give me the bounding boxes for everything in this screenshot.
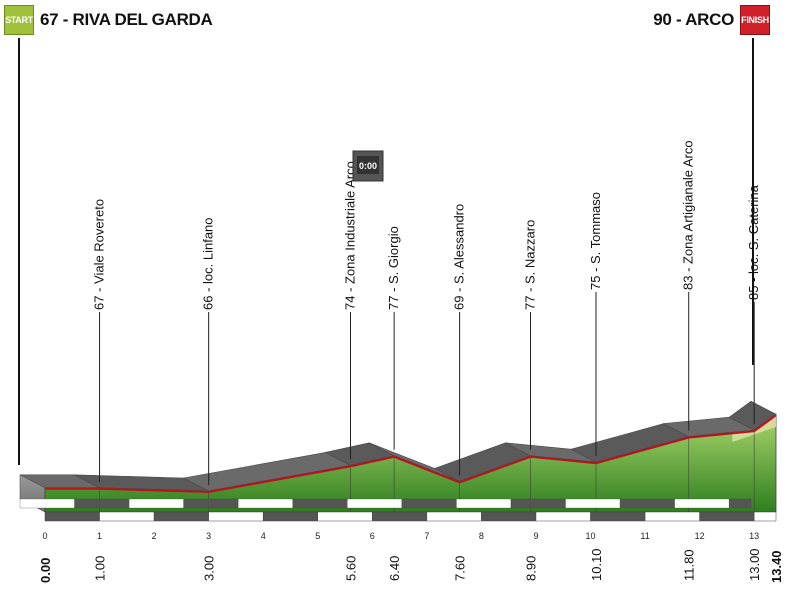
waypoint-name: 83 - Zona Artigianale Arco — [681, 140, 696, 290]
distance-scale-back-segment — [401, 498, 457, 509]
km-tick-label: 8 — [479, 531, 484, 541]
distance-scale-back-segment — [619, 498, 675, 509]
waypoint-km: 11.80 — [682, 549, 697, 581]
distance-scale-back-segment — [238, 498, 293, 509]
waypoint-km-label: 10.10 — [589, 548, 604, 581]
km-tick-label: 1 — [97, 531, 102, 541]
distance-scale-back-segment — [565, 498, 621, 509]
distance-scale-segment — [699, 511, 755, 522]
waypoint-km: 3.00 — [202, 556, 217, 581]
waypoint-label: 75 - S. Tommaso — [588, 192, 603, 290]
waypoint-km: 13.00 — [747, 548, 762, 581]
distance-scale-segment — [317, 511, 373, 522]
distance-scale-segment — [481, 511, 537, 522]
distance-scale-segment — [535, 511, 591, 522]
waypoint-km-label: 8.90 — [524, 556, 539, 581]
waypoint-km-label: 1.00 — [93, 556, 108, 581]
waypoint-km-label: 3.00 — [202, 556, 217, 581]
distance-scale-back-segment — [183, 498, 239, 509]
km-tick-label: 7 — [424, 531, 429, 541]
distance-scale-segment — [153, 511, 209, 522]
distance-scale-back-segment — [510, 498, 566, 509]
km-tick-label: 6 — [370, 531, 375, 541]
waypoint-name: 66 - loc. Linfano — [201, 217, 216, 310]
distance-scale-back-segment — [456, 498, 512, 509]
waypoint-label: 69 - S. Alessandro — [452, 204, 467, 310]
waypoint-name: 67 - Viale Rovereto — [92, 199, 107, 310]
waypoint-name: 74 - Zona Industriale Arco — [342, 161, 357, 310]
distance-scale-segment — [372, 511, 428, 522]
finish-zone-tint — [732, 414, 776, 442]
distance-scale-back-segment — [292, 498, 348, 509]
distance-scale-segment — [262, 511, 319, 522]
distance-scale-back-segment — [19, 498, 75, 509]
waypoint-km-label: 7.60 — [453, 556, 468, 581]
waypoint-km: 10.10 — [589, 548, 604, 581]
road-line — [45, 414, 777, 494]
waypoint-name: 77 - S. Nazzaro — [523, 220, 538, 310]
waypoint-name: 85 - loc. S. Caterina — [746, 184, 761, 300]
distance-scale-segment — [426, 511, 482, 522]
start-badge: START — [4, 5, 34, 35]
waypoint-km-label: 11.80 — [682, 549, 697, 581]
distance-scale-segment — [99, 511, 155, 522]
waypoint-label: 77 - S. Giorgio — [386, 226, 401, 310]
km-tick-label: 2 — [152, 531, 157, 541]
distance-scale-back-segment — [729, 498, 752, 509]
waypoint-label: 77 - S. Nazzaro — [523, 220, 538, 310]
endpoint-km-label: 13.40 — [769, 550, 784, 583]
distance-scale-segment — [644, 511, 700, 522]
waypoint-label: 66 - loc. Linfano — [201, 217, 216, 310]
km-tick-label: 0 — [42, 531, 47, 541]
km-tick-label: 9 — [533, 531, 538, 541]
waypoint-label: 85 - loc. S. Caterina — [746, 184, 761, 300]
km-tick-label: 5 — [315, 531, 320, 541]
km-tick-label: 12 — [695, 531, 705, 541]
waypoint-label: 83 - Zona Artigianale Arco — [681, 140, 696, 290]
waypoint-km: 6.40 — [387, 556, 402, 581]
waypoint-km-label: 5.60 — [343, 556, 358, 581]
waypoint-km: 7.60 — [453, 556, 468, 581]
time-check-marker: 0:00 — [352, 150, 384, 182]
waypoint-name: 77 - S. Giorgio — [386, 226, 401, 310]
endpoint-km: 13.40 — [769, 550, 784, 583]
distance-scale-segment — [208, 511, 264, 522]
endpoint-km-label: 0.00 — [38, 558, 53, 583]
endpoint-km: 0.00 — [38, 558, 53, 583]
waypoint-label: 67 - Viale Rovereto — [92, 199, 107, 310]
km-tick-label: 3 — [206, 531, 211, 541]
waypoint-label: 74 - Zona Industriale Arco — [342, 161, 357, 310]
waypoint-km-label: 6.40 — [387, 556, 402, 581]
distance-scale-back-segment — [128, 498, 184, 509]
km-tick-label: 13 — [749, 531, 759, 541]
distance-scale-segment — [44, 511, 100, 522]
km-tick-label: 11 — [640, 531, 649, 541]
distance-scale-back-segment — [674, 498, 730, 509]
waypoint-name: 75 - S. Tommaso — [588, 192, 603, 290]
start-location-label: 67 - RIVA DEL GARDA — [40, 10, 213, 29]
waypoint-km-label: 13.00 — [747, 548, 762, 581]
waypoint-km: 1.00 — [93, 556, 108, 581]
time-check-label: 0:00 — [359, 161, 377, 171]
finish-header: 90 - ARCO FINISH — [653, 5, 770, 35]
finish-location-label: 90 - ARCO — [653, 10, 734, 29]
distance-scale-segment — [753, 511, 777, 522]
start-header: START 67 - RIVA DEL GARDA — [4, 5, 213, 35]
distance-scale-back-segment — [74, 498, 130, 509]
km-tick-label: 10 — [586, 531, 596, 541]
distance-scale-segment — [590, 511, 646, 522]
waypoint-name: 69 - S. Alessandro — [452, 204, 467, 310]
distance-scale-back-segment — [347, 498, 403, 509]
finish-badge: FINISH — [740, 5, 770, 35]
waypoint-km: 8.90 — [524, 556, 539, 581]
waypoint-km: 5.60 — [343, 556, 358, 581]
km-tick-label: 4 — [261, 531, 266, 541]
